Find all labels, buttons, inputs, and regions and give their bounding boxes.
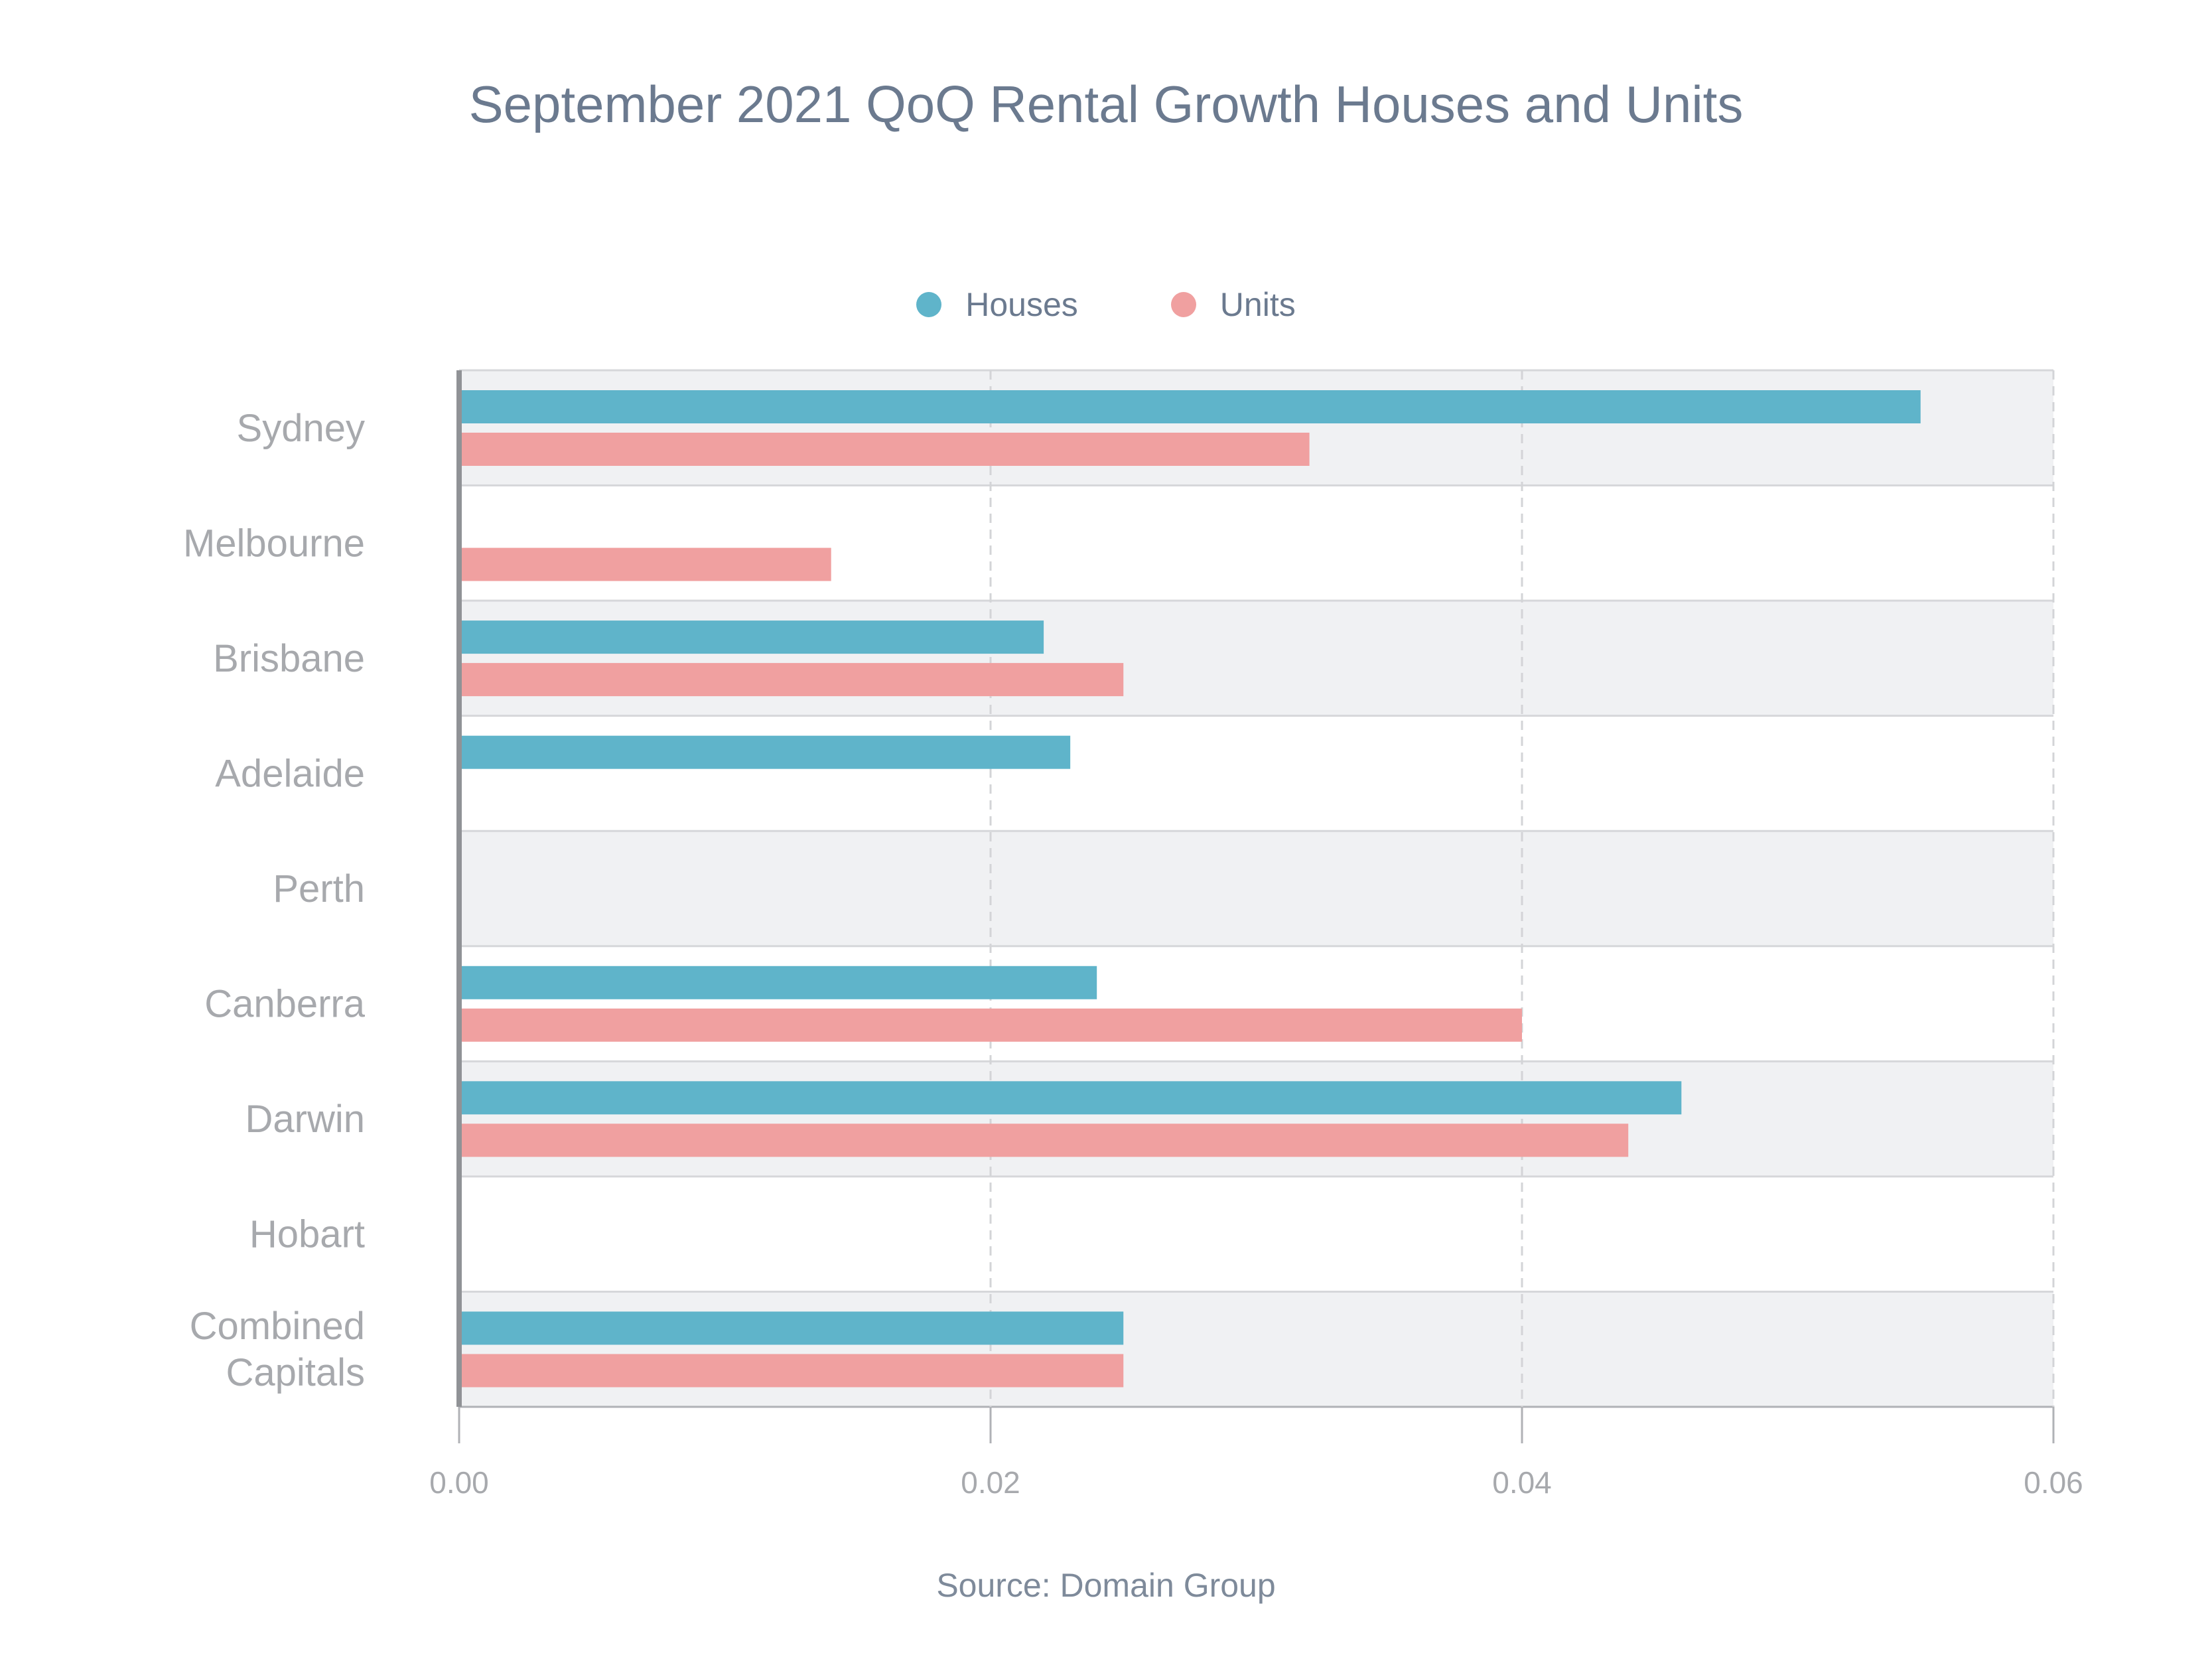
bar-units (459, 663, 1124, 697)
row-band (459, 946, 2053, 1062)
row-band (459, 601, 2053, 716)
row-band (459, 831, 2053, 946)
bar-units (459, 1123, 1629, 1157)
category-label: Combined (190, 1305, 365, 1348)
category-label: Canberra (204, 983, 366, 1026)
category-label: Capitals (226, 1351, 365, 1394)
legend-item-units[interactable]: Units (1170, 285, 1296, 324)
category-label: Hobart (249, 1213, 365, 1256)
row-band (459, 485, 2053, 601)
bar-units (459, 1354, 1124, 1388)
legend-dot-units-icon (1170, 292, 1196, 317)
bar-units (459, 1008, 1522, 1042)
bar-units (459, 433, 1310, 466)
x-tick-label: 0.00 (429, 1465, 489, 1500)
legend-dot-houses-icon (916, 292, 942, 317)
bar-houses (459, 390, 1921, 423)
x-tick-label: 0.02 (961, 1465, 1020, 1500)
x-tick-label: 0.06 (2024, 1465, 2083, 1500)
legend: Houses Units (0, 285, 2212, 324)
category-label: Perth (273, 867, 365, 910)
source-note: Source: Domain Group (936, 1567, 1276, 1604)
chart-title: September 2021 QoQ Rental Growth Houses … (468, 75, 1744, 133)
bar-houses (459, 966, 1097, 999)
x-tick-label: 0.04 (1492, 1465, 1552, 1500)
bar-units (459, 547, 831, 581)
legend-label-houses: Houses (965, 286, 1078, 323)
row-band (459, 1291, 2053, 1407)
legend-item-houses[interactable]: Houses (916, 285, 1078, 324)
category-label: Melbourne (183, 522, 365, 565)
row-band (459, 370, 2053, 486)
legend-label-units: Units (1219, 286, 1296, 323)
category-label: Adelaide (215, 752, 365, 795)
row-band (459, 1176, 2053, 1292)
bar-houses (459, 620, 1044, 654)
row-band (459, 1061, 2053, 1177)
category-label: Brisbane (213, 637, 365, 680)
category-label: Darwin (245, 1098, 366, 1141)
bar-houses (459, 1311, 1124, 1345)
bar-houses (459, 735, 1071, 769)
category-label: Sydney (237, 407, 365, 450)
bar-houses (459, 1081, 1682, 1115)
row-band (459, 715, 2053, 831)
